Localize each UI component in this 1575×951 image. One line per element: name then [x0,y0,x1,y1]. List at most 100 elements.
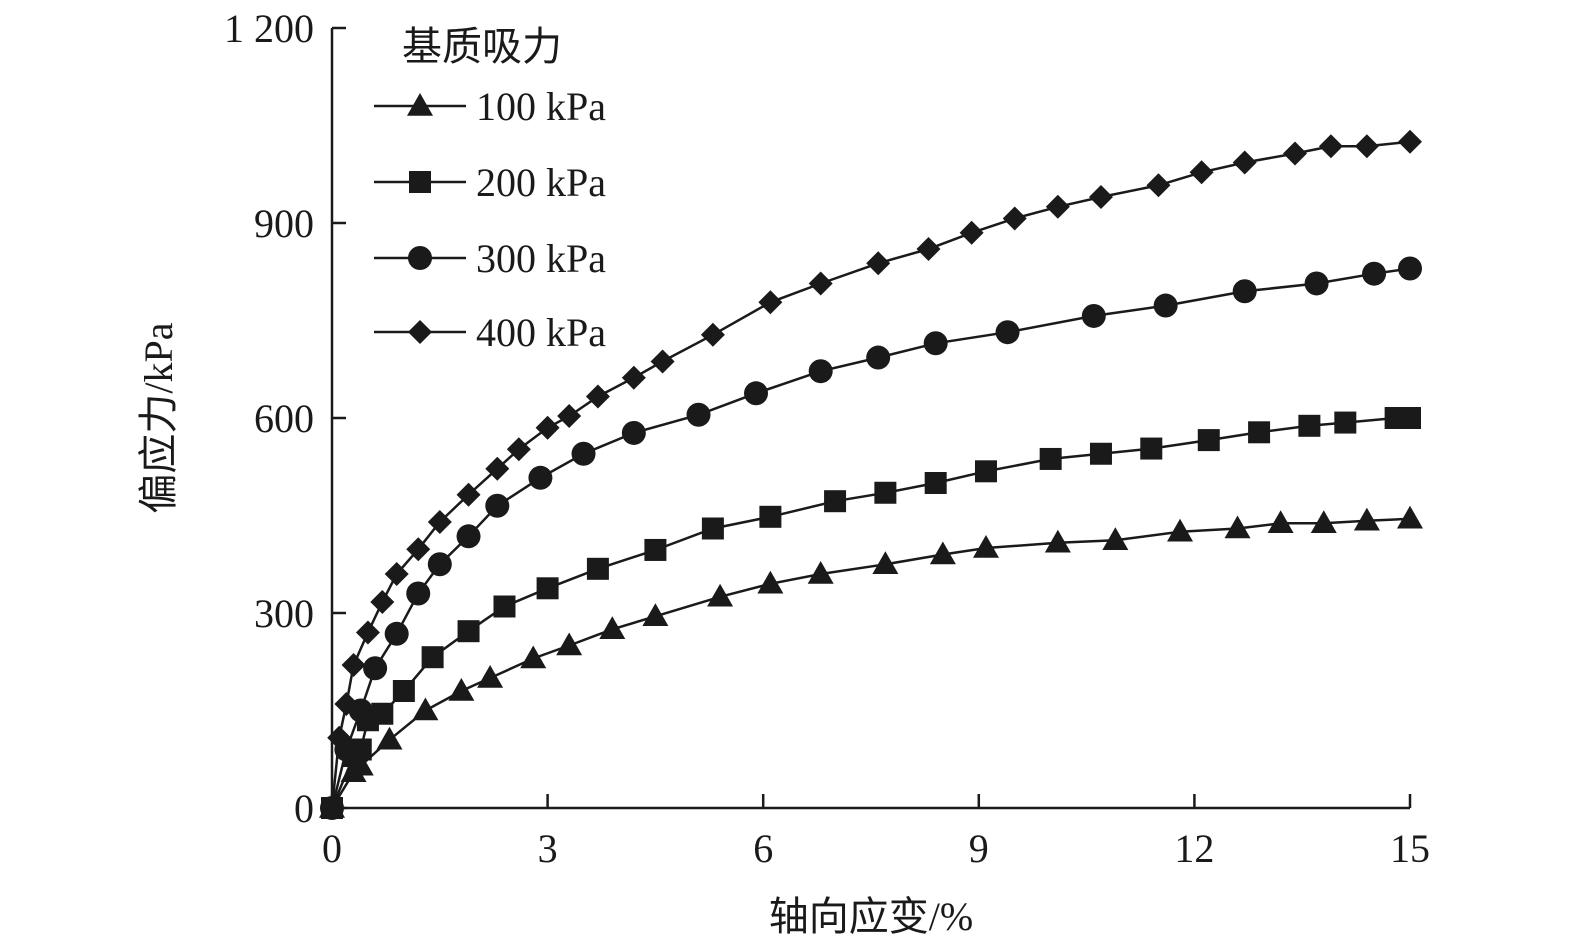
data-point [866,251,891,276]
data-point [1167,518,1194,542]
data-point [1398,129,1422,154]
data-point [1045,194,1070,219]
data-point [528,465,553,490]
data-point [1310,510,1337,534]
data-point [974,460,997,483]
data-point [1146,173,1171,198]
data-point [536,577,559,600]
data-point [1354,134,1379,159]
y-tick-label: 900 [254,201,314,246]
data-point [824,490,847,513]
data-point [599,616,626,639]
data-point [406,581,431,606]
data-point [1189,160,1214,185]
data-point [376,726,403,750]
data-point [1102,527,1129,550]
data-point [1298,414,1321,437]
data-point [493,595,516,618]
y-axis-title: 偏应力/kPa [136,322,181,513]
y-tick-label: 600 [254,396,314,441]
data-point [586,557,609,580]
x-axis-title: 轴向应变/% [769,894,973,939]
series-circle [320,256,1422,820]
data-point [1334,411,1357,434]
data-point [759,505,782,528]
data-point [1088,185,1113,209]
data-point [1140,437,1163,460]
data-point [686,402,711,427]
data-point [363,656,388,681]
data-point [1304,271,1329,296]
data-point [1362,261,1387,286]
data-point [1318,134,1343,159]
data-point [707,583,734,607]
data-point [506,437,531,462]
data-point [924,472,947,494]
data-point [456,482,481,507]
series-diamond [320,129,1422,820]
data-point [485,493,510,518]
data-point [448,678,475,701]
data-point [1232,150,1257,175]
series-line [330,517,1411,809]
data-point [1283,141,1308,166]
y-tick-label: 1 200 [224,6,314,51]
data-point [874,481,897,504]
data-point [341,653,366,677]
data-point [456,524,481,549]
data-point [808,271,833,296]
x-tick-label: 9 [969,826,989,871]
data-point [406,537,431,562]
data-point [1089,442,1112,465]
data-point [644,538,667,561]
data-point [1267,510,1294,534]
data-point [535,415,560,440]
series-square [321,407,1421,819]
data-point [807,561,834,584]
data-point [334,692,359,716]
data-point [520,645,547,669]
legend-label: 100 kPa [476,84,606,129]
legend-entry: 100 kPa [374,84,606,129]
data-point [872,551,899,574]
data-point [384,562,409,586]
legend-label: 400 kPa [476,310,606,355]
data-point [571,441,596,466]
data-point [1232,279,1257,304]
data-point [757,570,784,594]
data-point [1248,421,1271,444]
legend-title: 基质吸力 [402,24,562,69]
data-point [384,621,409,646]
data-point [700,322,725,347]
data-point [923,331,948,356]
data-point [1081,303,1106,328]
data-point [866,345,891,370]
data-point [1353,507,1380,531]
data-point [457,620,480,643]
data-point [1397,505,1423,529]
data-point [650,349,675,374]
data-point [621,420,646,445]
series-triangle [319,505,1423,818]
data-point [808,359,833,384]
legend-label: 200 kPa [476,160,606,205]
legend-entry: 400 kPa [374,310,606,355]
y-tick-label: 300 [254,591,314,636]
legend-marker [409,171,431,193]
x-tick-label: 15 [1390,826,1430,871]
legend-marker [408,320,432,344]
data-point [1039,447,1062,470]
y-tick-label: 0 [294,786,314,831]
data-point [371,702,394,725]
data-point [327,725,352,750]
data-point [758,290,783,315]
x-tick-label: 0 [322,826,342,871]
data-point [1197,429,1220,452]
data-point [916,237,941,261]
x-tick-label: 3 [538,826,558,871]
data-point [1399,407,1421,429]
data-point [642,603,669,626]
data-point [370,589,395,614]
